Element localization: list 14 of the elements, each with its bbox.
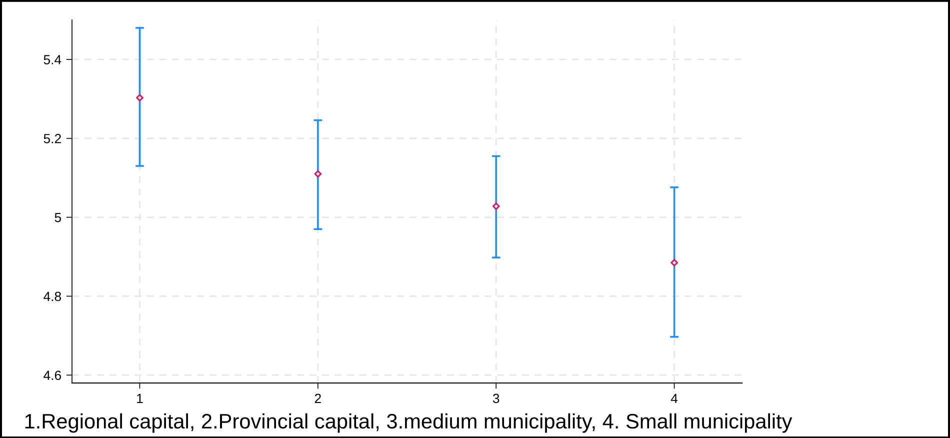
y-tick-label: 5 [54, 212, 62, 222]
x-tick-label: 2 [314, 394, 321, 403]
point [314, 170, 322, 178]
y-tick-label: 5.2 [44, 134, 61, 144]
point [492, 202, 500, 210]
x-tick-label: 1 [137, 394, 143, 403]
y-tick-label: 4.8 [44, 292, 62, 302]
point [670, 258, 678, 266]
x-tick-label: 3 [492, 394, 500, 404]
text: 1.Regional capital, 2.Provincial capital, 3.medium municipality, 4. Small municipality [25, 413, 792, 433]
point [136, 94, 144, 102]
y-tick-label: 4.6 [44, 370, 62, 380]
x-tick-label: 4 [670, 394, 678, 403]
y-tick-label: 5.4 [44, 55, 62, 64]
